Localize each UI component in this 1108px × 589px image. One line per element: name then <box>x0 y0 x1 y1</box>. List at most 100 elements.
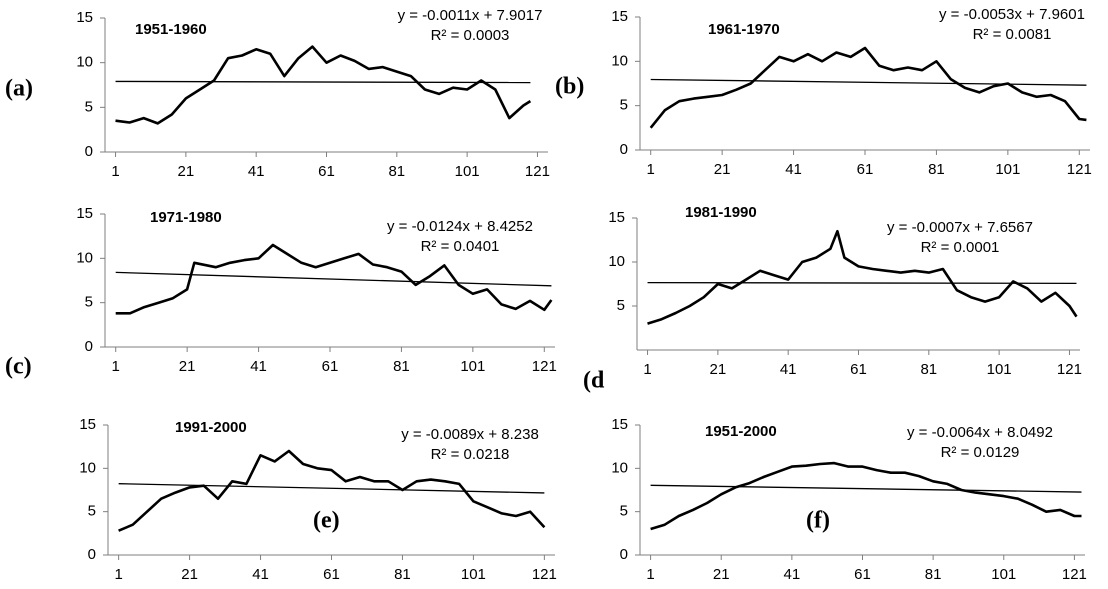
x-tick-label: 121 <box>1067 161 1092 178</box>
y-tick-label: 5 <box>617 297 625 314</box>
y-tick-label: 5 <box>620 97 628 114</box>
x-tick-label: 1 <box>646 566 654 583</box>
y-tick-label: 15 <box>611 8 628 25</box>
x-tick-label: 1 <box>111 163 119 180</box>
y-tick-label: 5 <box>85 98 93 115</box>
x-tick-label: 101 <box>987 361 1012 378</box>
x-tick-label: 81 <box>928 161 945 178</box>
trend-equation: y = -0.0089x + 8.238 <box>401 426 539 443</box>
x-tick-label: 61 <box>854 566 871 583</box>
trend-equation: y = -0.0053x + 7.9601 <box>939 6 1085 23</box>
x-tick-label: 1 <box>114 566 122 583</box>
y-tick-label: 10 <box>608 253 625 270</box>
y-tick-label: 15 <box>76 205 93 222</box>
data-line <box>650 461 1082 531</box>
r-squared: R² = 0.0218 <box>431 446 510 463</box>
y-tick-label: 10 <box>76 249 93 266</box>
data-line <box>649 46 1087 129</box>
y-tick-label: 5 <box>620 503 628 520</box>
y-tick-label: 15 <box>79 416 96 433</box>
data-line <box>118 449 546 532</box>
x-tick-label: 101 <box>455 163 480 180</box>
x-tick-label: 41 <box>248 163 265 180</box>
trend-line <box>115 271 552 287</box>
y-tick-label: 15 <box>611 416 628 433</box>
trend-equation: y = -0.0007x + 7.6567 <box>887 219 1033 236</box>
x-tick-label: 21 <box>714 161 731 178</box>
x-tick-label: 21 <box>179 358 196 375</box>
data-line <box>115 45 532 125</box>
r-squared: R² = 0.0129 <box>941 444 1020 461</box>
r-squared: R² = 0.0001 <box>921 239 1000 256</box>
x-tick-label: 101 <box>995 161 1020 178</box>
trend-equation: y = -0.0064x + 8.0492 <box>907 424 1053 441</box>
panel-label: (c) <box>5 354 32 380</box>
panel-label: (d <box>583 368 605 394</box>
x-tick-label: 41 <box>250 358 267 375</box>
panel-title: 1981-1990 <box>685 204 757 221</box>
x-tick-label: 101 <box>460 358 485 375</box>
y-tick-label: 5 <box>85 294 93 311</box>
trend-line <box>115 80 531 84</box>
panel-title: 1951-1960 <box>135 21 207 38</box>
panel-title: 1961-1970 <box>708 21 780 38</box>
r-squared: R² = 0.0401 <box>421 238 500 255</box>
panel-title: 1991-2000 <box>175 419 247 436</box>
trend-line <box>650 484 1082 493</box>
panel-title: 1971-1980 <box>150 209 222 226</box>
y-tick-label: 0 <box>620 141 628 158</box>
x-tick-label: 21 <box>713 566 730 583</box>
trend-line <box>118 483 545 494</box>
x-tick-label: 61 <box>318 163 335 180</box>
y-tick-label: 10 <box>611 52 628 69</box>
x-tick-label: 101 <box>991 566 1016 583</box>
panel-label: (e) <box>313 508 340 534</box>
trend-equation: y = -0.0124x + 8.4252 <box>387 218 533 235</box>
y-tick-label: 0 <box>88 546 96 563</box>
trend-equation: y = -0.0011x + 7.9017 <box>398 7 543 24</box>
x-tick-label: 81 <box>920 361 937 378</box>
x-tick-label: 21 <box>178 163 195 180</box>
x-tick-label: 41 <box>780 361 797 378</box>
x-tick-label: 61 <box>323 566 340 583</box>
x-tick-label: 41 <box>252 566 269 583</box>
x-tick-label: 1 <box>647 161 655 178</box>
data-line <box>115 243 553 315</box>
x-tick-label: 121 <box>1057 361 1082 378</box>
y-tick-label: 15 <box>608 209 625 226</box>
x-tick-label: 121 <box>525 163 550 180</box>
x-tick-label: 21 <box>181 566 198 583</box>
x-tick-label: 101 <box>461 566 486 583</box>
r-squared: R² = 0.0081 <box>973 26 1052 43</box>
y-tick-label: 5 <box>88 503 96 520</box>
x-tick-label: 121 <box>532 566 557 583</box>
r-squared: R² = 0.0003 <box>431 27 510 44</box>
y-tick-label: 10 <box>79 459 96 476</box>
x-tick-label: 81 <box>925 566 942 583</box>
x-tick-label: 81 <box>388 163 405 180</box>
trend-line <box>647 281 1077 285</box>
panel-label: (f) <box>806 508 830 534</box>
x-tick-label: 81 <box>394 566 411 583</box>
y-tick-label: 10 <box>76 54 93 71</box>
x-tick-label: 121 <box>1062 566 1087 583</box>
data-line <box>647 229 1078 325</box>
x-tick-label: 61 <box>322 358 339 375</box>
trend-line <box>650 78 1087 86</box>
x-tick-label: 1 <box>112 358 120 375</box>
y-tick-label: 15 <box>76 9 93 26</box>
y-tick-label: 0 <box>620 546 628 563</box>
y-tick-label: 10 <box>611 459 628 476</box>
x-tick-label: 21 <box>710 361 727 378</box>
x-tick-label: 41 <box>784 566 801 583</box>
x-tick-label: 121 <box>532 358 557 375</box>
x-tick-label: 1 <box>643 361 651 378</box>
panel-label: (a) <box>5 76 33 102</box>
panel-title: 1951-2000 <box>705 423 777 440</box>
panel-label: (b) <box>555 74 584 100</box>
x-tick-label: 81 <box>393 358 410 375</box>
y-tick-label: 0 <box>85 143 93 160</box>
x-tick-label: 61 <box>857 161 874 178</box>
x-tick-label: 61 <box>850 361 867 378</box>
